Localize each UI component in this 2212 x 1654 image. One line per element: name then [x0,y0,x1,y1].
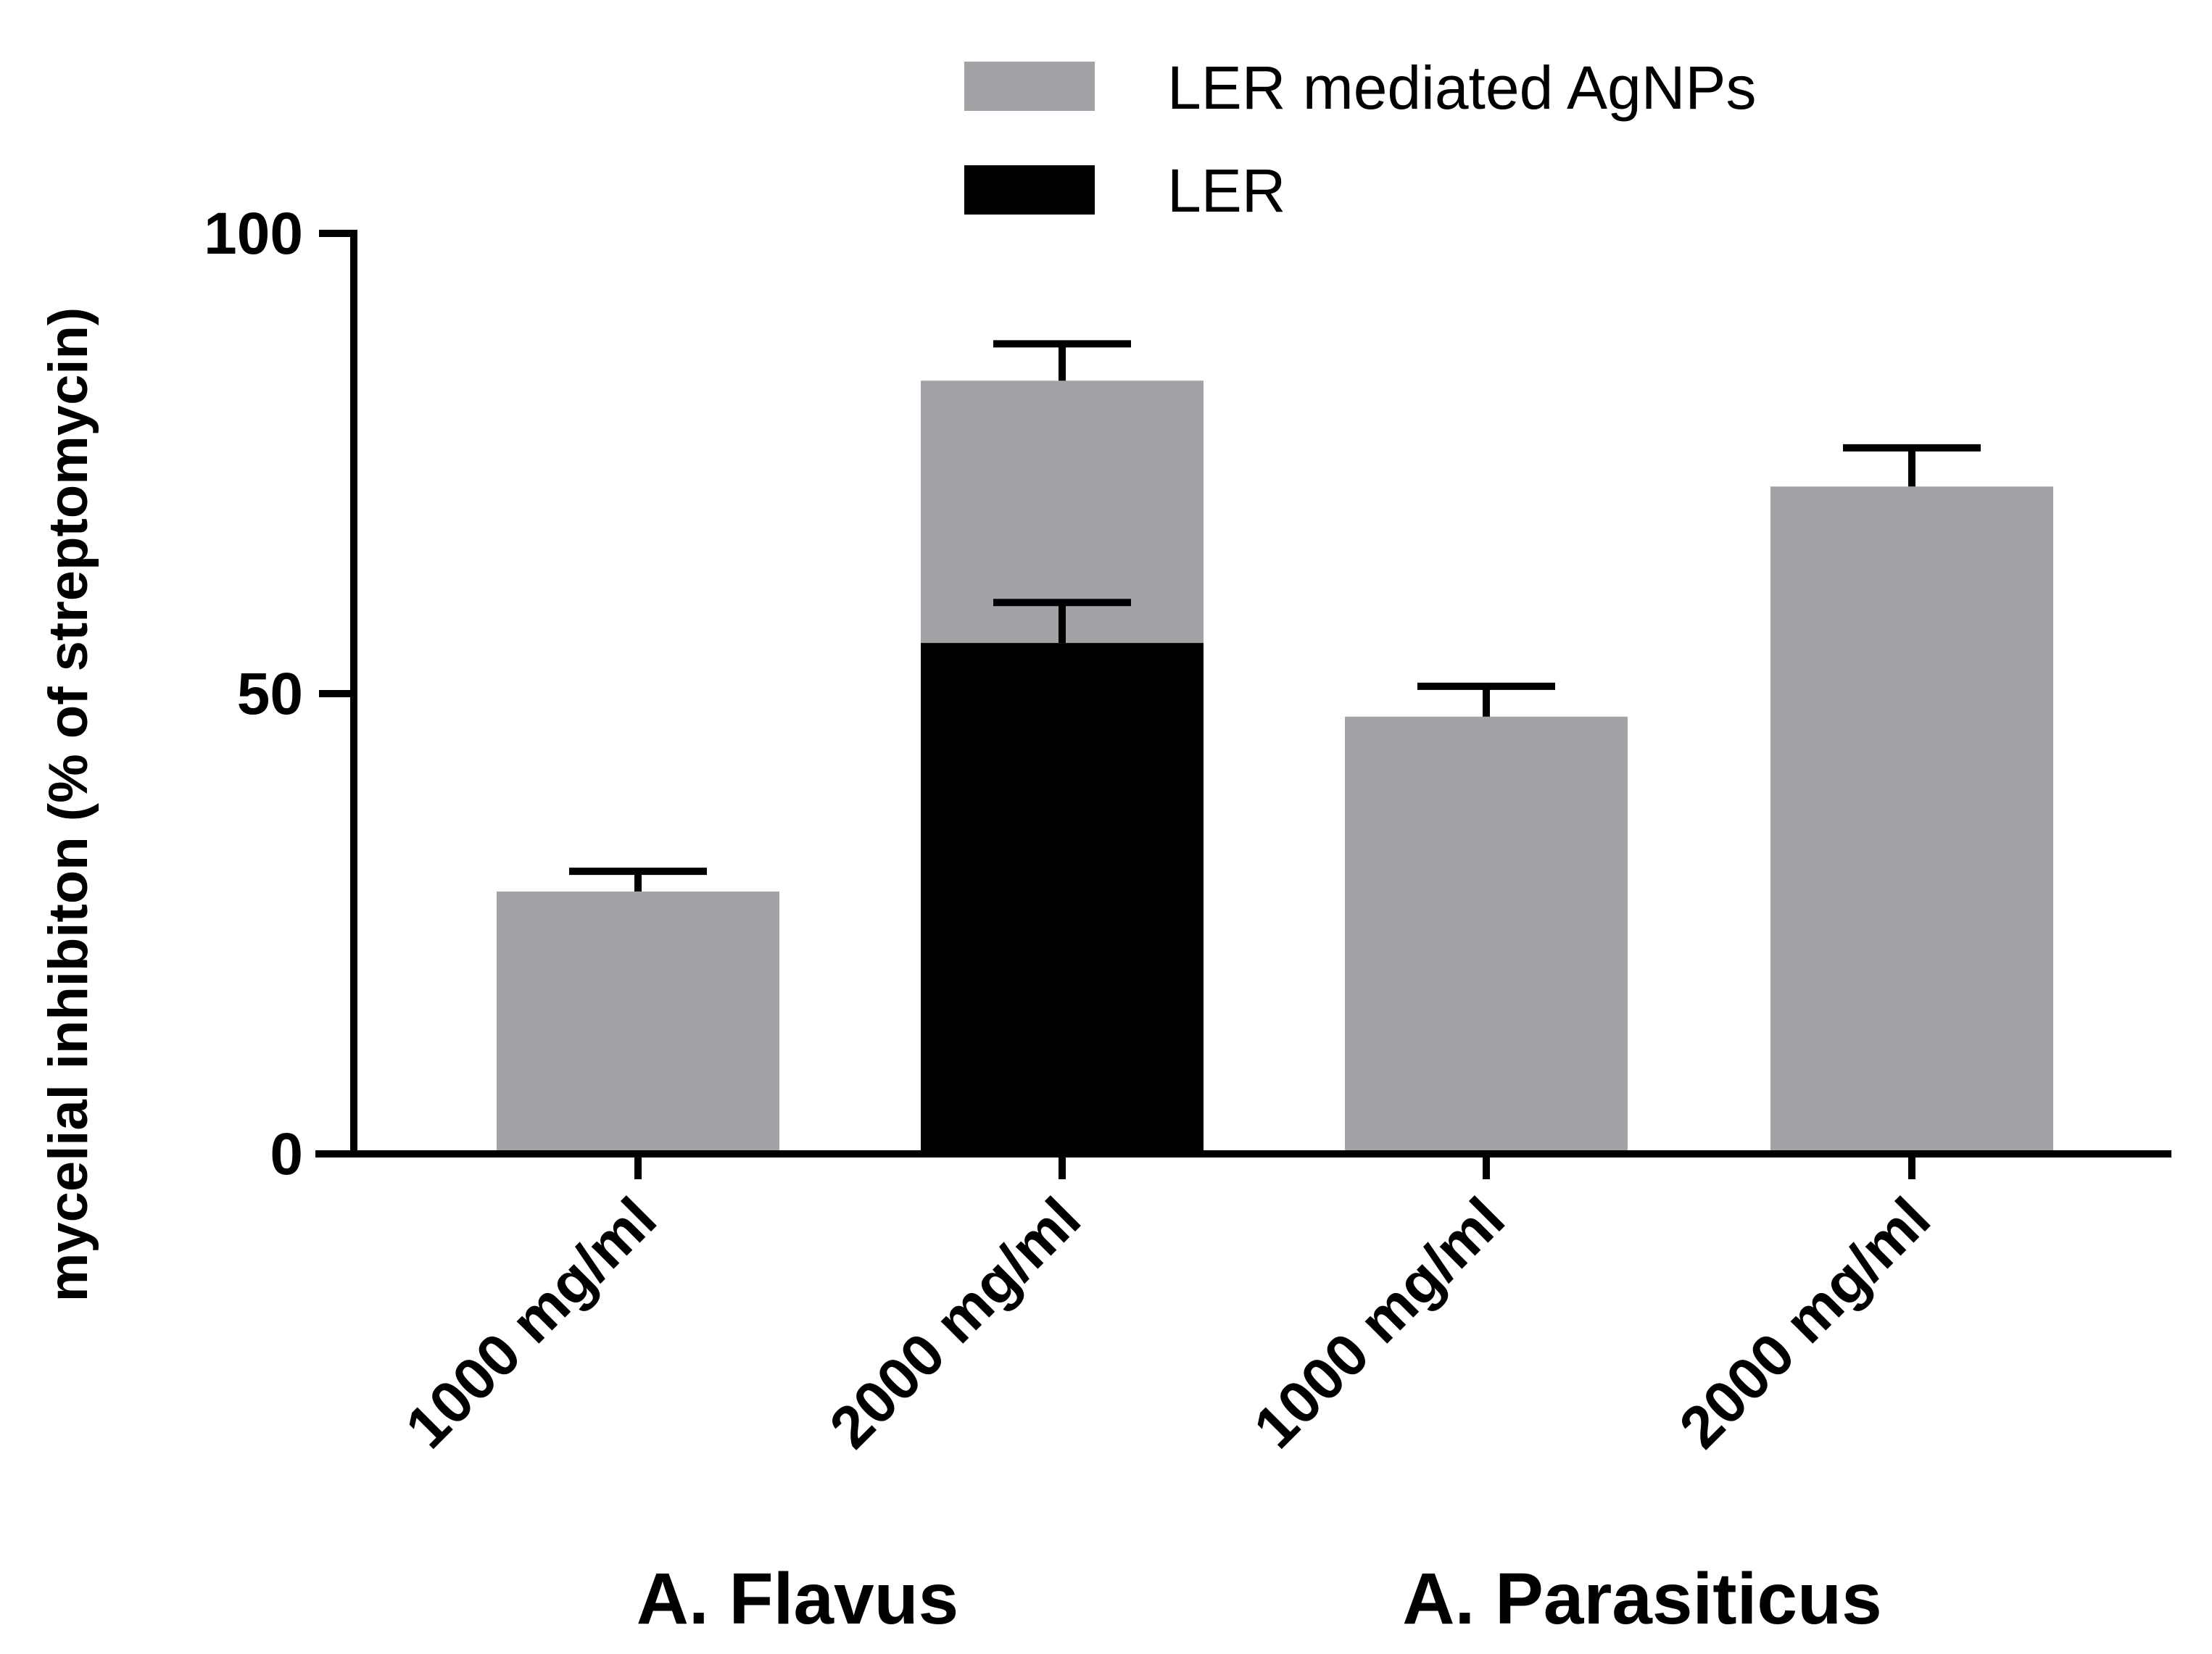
group-label-a-parasiticus: A. Parasiticus [1402,1558,1881,1640]
bar-agnps-3 [1770,486,2053,1154]
x-ticks: 1000 mg/ml 2000 mg/ml 1000 mg/ml 2000 mg/ml [394,1154,1943,1461]
legend-label-agnps: LER mediated AgNPs [1167,54,1756,122]
x-tick-label: 1000 mg/ml [394,1185,669,1460]
x-tick-label: 2000 mg/ml [818,1185,1093,1460]
y-axis-label: mycelial inhibiton (% of streptomycin) [38,307,99,1302]
x-tick-label: 1000 mg/ml [1242,1185,1517,1460]
bar-ler-1 [921,643,1204,1154]
y-tick-label: 100 [204,201,303,267]
y-tick-label: 50 [237,661,303,727]
legend-swatch-ler [964,165,1095,215]
x-tick-label: 2000 mg/ml [1668,1185,1943,1460]
bar-agnps-0 [497,892,779,1154]
y-tick-label: 0 [270,1121,303,1187]
y-ticks: 0 50 100 [204,201,354,1187]
group-label-a-flavus: A. Flavus [637,1558,959,1640]
bar-agnps-2 [1345,716,1628,1154]
legend: LER mediated AgNPs LER [964,54,1756,225]
legend-label-ler: LER [1167,157,1285,225]
legend-swatch-agnps [964,62,1095,111]
error-bars [569,340,1981,892]
bars [497,381,2053,1155]
